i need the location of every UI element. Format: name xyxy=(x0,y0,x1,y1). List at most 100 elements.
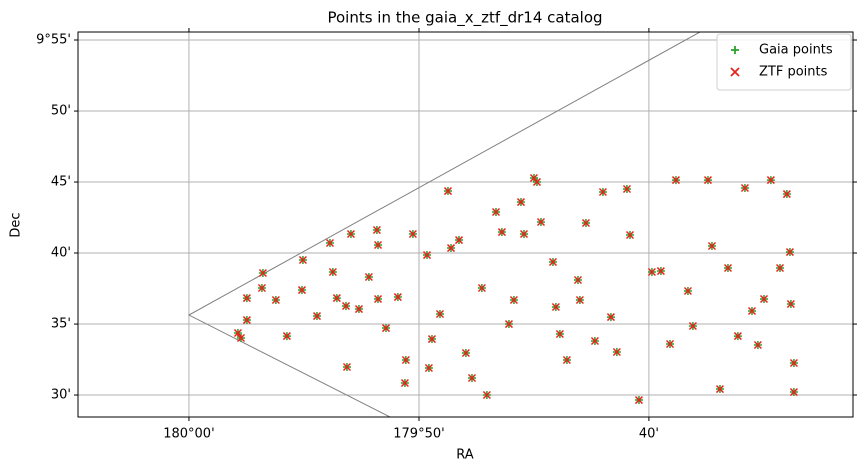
legend-box xyxy=(716,33,852,91)
point xyxy=(342,362,351,372)
point xyxy=(516,198,526,207)
point xyxy=(443,187,453,196)
point xyxy=(740,183,749,193)
point xyxy=(581,218,591,228)
point xyxy=(236,333,246,343)
point xyxy=(532,177,542,187)
point xyxy=(688,321,697,331)
point xyxy=(753,340,762,350)
catalog-boundary xyxy=(187,32,702,417)
point xyxy=(482,390,491,400)
point xyxy=(766,176,775,185)
point xyxy=(683,286,692,296)
point xyxy=(257,283,266,293)
point xyxy=(555,329,564,339)
point xyxy=(312,312,322,321)
point xyxy=(408,229,417,239)
point xyxy=(665,339,675,349)
point xyxy=(606,313,615,322)
plot-frame xyxy=(77,31,854,418)
point xyxy=(393,293,402,302)
point xyxy=(625,230,635,240)
point xyxy=(422,251,432,260)
point xyxy=(497,228,506,237)
x-tick-label: 179°50' xyxy=(393,427,444,442)
point xyxy=(467,373,477,383)
point xyxy=(785,248,794,257)
point xyxy=(233,328,242,338)
legend-marker xyxy=(731,46,739,54)
point xyxy=(536,217,546,227)
point xyxy=(242,316,251,325)
point xyxy=(297,286,307,295)
point xyxy=(341,301,351,311)
point xyxy=(622,184,631,194)
point xyxy=(242,294,251,303)
point xyxy=(325,238,335,248)
point xyxy=(723,263,733,273)
y-tick-label: 35' xyxy=(51,317,71,332)
x-axis-label: RA xyxy=(456,448,474,463)
plot-area xyxy=(187,32,798,417)
chart-title: Points in the gaia_x_ztf_dr14 catalog xyxy=(327,9,602,28)
point xyxy=(271,295,280,305)
point xyxy=(373,294,383,304)
point xyxy=(446,244,456,253)
point xyxy=(647,267,656,277)
point xyxy=(427,335,436,344)
point xyxy=(551,302,560,312)
point xyxy=(504,320,514,329)
point xyxy=(573,275,582,285)
point xyxy=(671,176,680,185)
point xyxy=(454,236,464,245)
y-axis-label: Dec xyxy=(9,212,24,237)
point xyxy=(400,378,409,388)
legend-label: Gaia points xyxy=(759,43,833,58)
point xyxy=(707,241,716,251)
legend-label: ZTF points xyxy=(759,65,828,80)
point xyxy=(372,225,381,235)
point xyxy=(590,336,599,346)
point xyxy=(703,176,712,185)
point xyxy=(435,309,445,319)
legend-marker xyxy=(730,67,740,77)
point xyxy=(491,207,501,217)
point xyxy=(258,268,267,278)
point xyxy=(612,347,621,357)
point xyxy=(282,332,291,341)
point xyxy=(328,267,337,277)
point xyxy=(747,306,757,316)
point xyxy=(298,255,307,265)
point xyxy=(364,272,373,282)
point xyxy=(598,187,607,197)
point xyxy=(634,396,643,405)
point xyxy=(509,295,518,305)
point xyxy=(519,229,529,239)
point xyxy=(782,190,791,199)
point xyxy=(354,305,363,314)
point xyxy=(548,257,558,267)
point xyxy=(575,295,584,305)
point xyxy=(562,355,571,365)
y-tick-label: 45' xyxy=(51,175,71,190)
y-tick-label: 9°55' xyxy=(36,33,71,48)
point xyxy=(477,283,486,293)
point xyxy=(346,229,355,239)
x-tick-label: 180°00' xyxy=(163,427,214,442)
x-tick-label: 40' xyxy=(639,427,659,442)
point xyxy=(381,324,391,333)
point xyxy=(373,240,383,250)
point xyxy=(401,355,410,365)
point xyxy=(789,358,798,368)
point xyxy=(656,267,665,276)
point xyxy=(789,388,798,397)
point xyxy=(332,294,341,303)
y-tick-label: 40' xyxy=(51,245,71,260)
y-tick-label: 50' xyxy=(51,104,71,119)
point xyxy=(786,299,795,309)
point xyxy=(775,263,785,273)
point xyxy=(424,363,433,373)
point xyxy=(733,332,742,341)
